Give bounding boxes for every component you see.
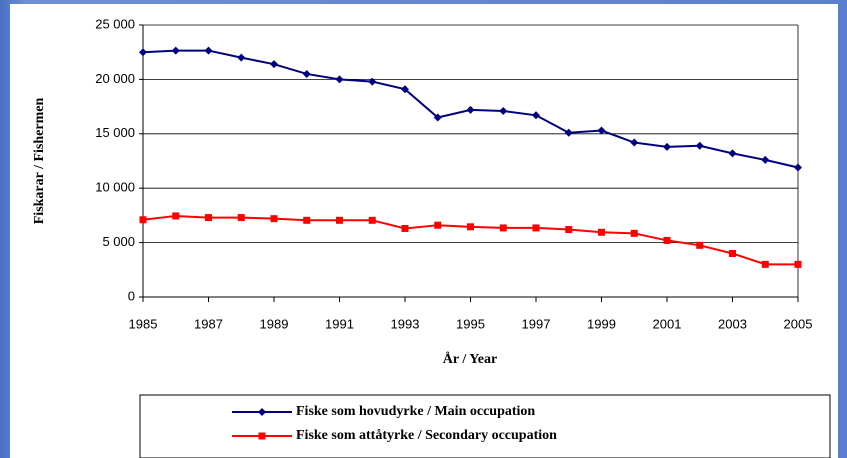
data-point (532, 111, 540, 120)
data-point (335, 75, 344, 84)
data-point (434, 221, 442, 229)
data-point (565, 226, 573, 234)
data-point (336, 216, 343, 224)
data-point (564, 128, 573, 137)
x-tick-label: 1989 (260, 316, 289, 331)
data-point (368, 216, 376, 224)
y-tick-label: 5 000 (102, 234, 135, 249)
x-tick-label: 2005 (784, 316, 813, 331)
data-point (139, 48, 147, 57)
x-tick-label: 1987 (194, 316, 223, 331)
y-tick-label: 15 000 (95, 125, 135, 140)
data-point (171, 46, 180, 55)
data-point (794, 163, 802, 172)
x-tick-label: 1985 (129, 316, 158, 331)
x-tick-label: 1999 (587, 316, 616, 331)
data-point (630, 138, 639, 147)
data-point (663, 236, 671, 244)
data-point (695, 141, 704, 150)
data-point (139, 216, 147, 224)
data-point (433, 113, 442, 122)
data-point (499, 106, 508, 115)
data-point (205, 214, 212, 222)
x-tick-label: 1995 (456, 316, 485, 331)
x-tick-label: 2001 (653, 316, 682, 331)
legend-marker (258, 432, 266, 440)
data-point (302, 69, 311, 78)
data-point (728, 149, 737, 158)
data-point (368, 77, 377, 86)
legend-box (139, 394, 831, 458)
data-point (598, 228, 605, 236)
data-point (696, 241, 704, 249)
data-point (761, 155, 770, 164)
data-point (794, 260, 802, 268)
data-point (663, 142, 671, 151)
x-axis-title: År / Year (443, 351, 497, 367)
x-tick-label: 1993 (391, 316, 420, 331)
data-point (630, 229, 638, 237)
data-point (204, 46, 213, 55)
legend-marker (258, 408, 266, 416)
data-point (401, 85, 409, 94)
data-point (401, 224, 409, 232)
x-tick-label: 2003 (718, 316, 747, 331)
x-tick-label: 1991 (325, 316, 354, 331)
legend-label: Fiske som hovudyrke / Main occupation (296, 404, 535, 419)
data-point (270, 60, 278, 69)
y-tick-label: 10 000 (95, 180, 135, 195)
y-tick-label: 0 (128, 288, 135, 303)
y-tick-label: 25 000 (95, 16, 135, 31)
data-point (597, 126, 606, 135)
data-point (532, 224, 540, 232)
x-tick-label: 1997 (522, 316, 551, 331)
data-point (761, 260, 769, 268)
data-point (172, 212, 180, 220)
data-point (466, 105, 475, 114)
data-point (237, 214, 245, 222)
data-point (237, 53, 246, 62)
legend-label: Fiske som attåtyrke / Secondary occupati… (296, 428, 557, 443)
data-point (303, 216, 311, 224)
data-point (270, 215, 278, 223)
data-point (729, 249, 736, 257)
data-point (499, 224, 507, 232)
y-tick-label: 20 000 (95, 71, 135, 86)
data-point (467, 223, 474, 231)
y-axis-title: Fiskarar / Fishermen (32, 98, 47, 225)
